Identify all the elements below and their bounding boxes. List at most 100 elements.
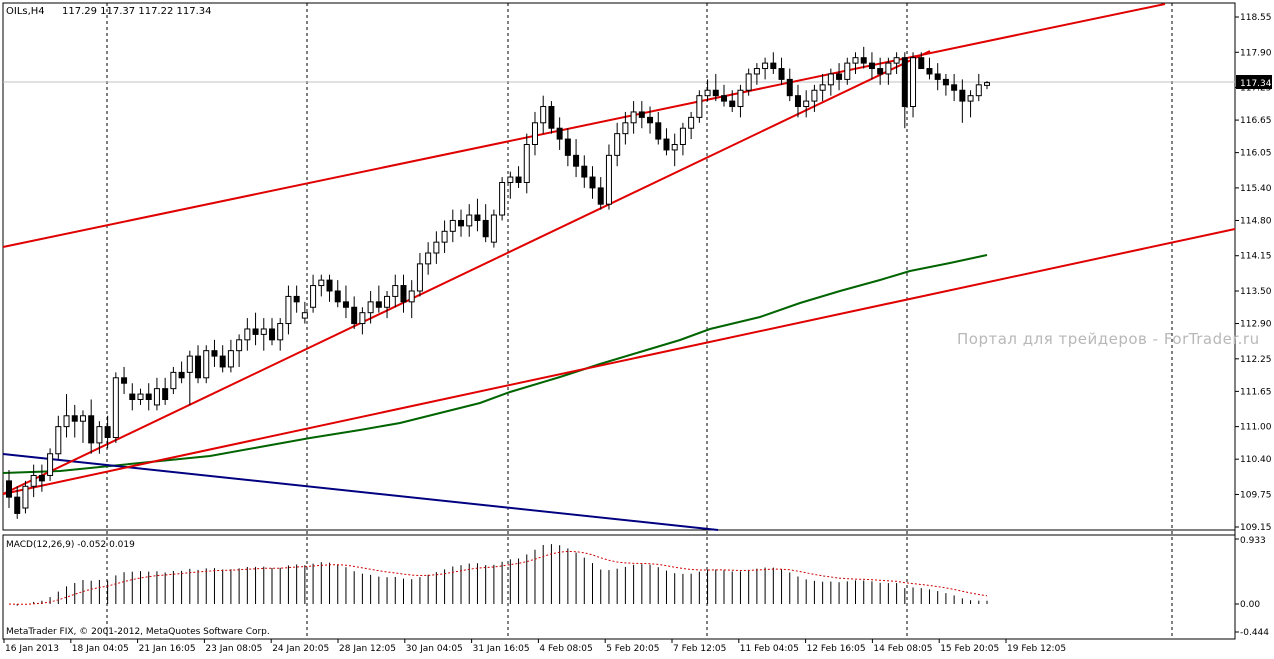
candle[interactable] [318,274,325,297]
candle[interactable] [556,117,563,150]
candle[interactable] [655,111,662,145]
candle[interactable] [507,171,514,199]
candle[interactable] [614,122,621,167]
candle[interactable] [622,111,629,145]
candle[interactable] [984,81,990,90]
candle[interactable] [647,106,654,134]
candle[interactable] [310,274,317,313]
candle[interactable] [342,285,349,319]
candle[interactable] [474,198,481,232]
candle[interactable] [63,394,70,438]
candle[interactable] [704,79,711,102]
candle[interactable] [885,57,892,85]
candle[interactable] [408,280,415,319]
candle[interactable] [433,231,440,264]
candle[interactable] [47,448,54,481]
candle[interactable] [359,307,366,335]
price-pane[interactable] [2,2,1236,531]
candle[interactable] [252,312,259,346]
candle[interactable] [384,290,391,319]
candle[interactable] [967,90,974,118]
candle[interactable] [499,177,506,221]
candle[interactable] [762,57,769,80]
candle[interactable] [564,128,571,167]
candle[interactable] [88,399,95,454]
candle[interactable] [819,73,826,102]
candle[interactable] [38,464,45,492]
candle[interactable] [778,57,785,85]
candle[interactable] [285,285,292,335]
candle[interactable] [293,285,300,313]
candle[interactable] [112,372,119,443]
candle[interactable] [375,285,382,313]
candle[interactable] [770,52,777,74]
candle[interactable] [548,101,555,134]
candle[interactable] [721,84,728,107]
candle[interactable] [573,139,580,178]
candle[interactable] [466,204,473,237]
candle[interactable] [951,73,958,102]
candle[interactable] [392,274,399,308]
candle[interactable] [79,410,86,443]
candle[interactable] [367,290,374,324]
candle[interactable] [458,209,465,237]
candle[interactable] [351,296,358,329]
candle[interactable] [260,318,267,351]
candle[interactable] [630,101,637,134]
candle[interactable] [688,111,695,140]
candle[interactable] [219,345,226,373]
candle[interactable] [96,421,103,454]
candle[interactable] [186,350,193,405]
candle[interactable] [55,415,62,460]
candle[interactable] [170,366,177,395]
candle[interactable] [482,204,489,243]
candle[interactable] [877,57,884,85]
candle[interactable] [901,52,908,129]
candle[interactable] [934,63,941,91]
candle[interactable] [671,133,678,167]
candle[interactable] [441,220,448,254]
candle[interactable] [14,486,21,519]
candle[interactable] [638,101,645,129]
candle[interactable] [540,95,547,134]
candle[interactable] [137,388,144,405]
candle[interactable] [531,111,538,156]
candle[interactable] [959,79,966,123]
candle[interactable] [22,480,29,514]
candle[interactable] [753,63,760,85]
candle[interactable] [868,52,875,80]
candle[interactable] [211,339,218,367]
candle[interactable] [71,404,78,438]
candle[interactable] [236,334,243,367]
candle[interactable] [104,415,111,449]
candle[interactable] [975,73,982,102]
candle[interactable] [803,90,810,118]
candle[interactable] [729,90,736,112]
candle[interactable] [145,383,152,411]
candle[interactable] [490,209,497,248]
candle[interactable] [696,90,703,123]
candle[interactable] [416,253,423,297]
candle[interactable] [30,464,37,498]
candle[interactable] [129,383,136,411]
candle[interactable] [449,209,456,243]
candle[interactable] [195,345,202,384]
candle[interactable] [910,52,917,118]
candle[interactable] [663,128,670,156]
candle[interactable] [918,52,925,70]
candle[interactable] [178,361,185,384]
candle[interactable] [326,274,333,302]
candle[interactable] [844,57,851,85]
candle[interactable] [162,377,169,405]
candle[interactable] [334,280,341,308]
candle[interactable] [836,63,843,91]
candle[interactable] [605,144,612,210]
candle[interactable] [523,133,530,194]
candle[interactable] [268,318,275,346]
candle[interactable] [6,470,12,509]
candle[interactable] [589,166,596,199]
candle[interactable] [277,318,284,351]
candle[interactable] [581,155,588,188]
